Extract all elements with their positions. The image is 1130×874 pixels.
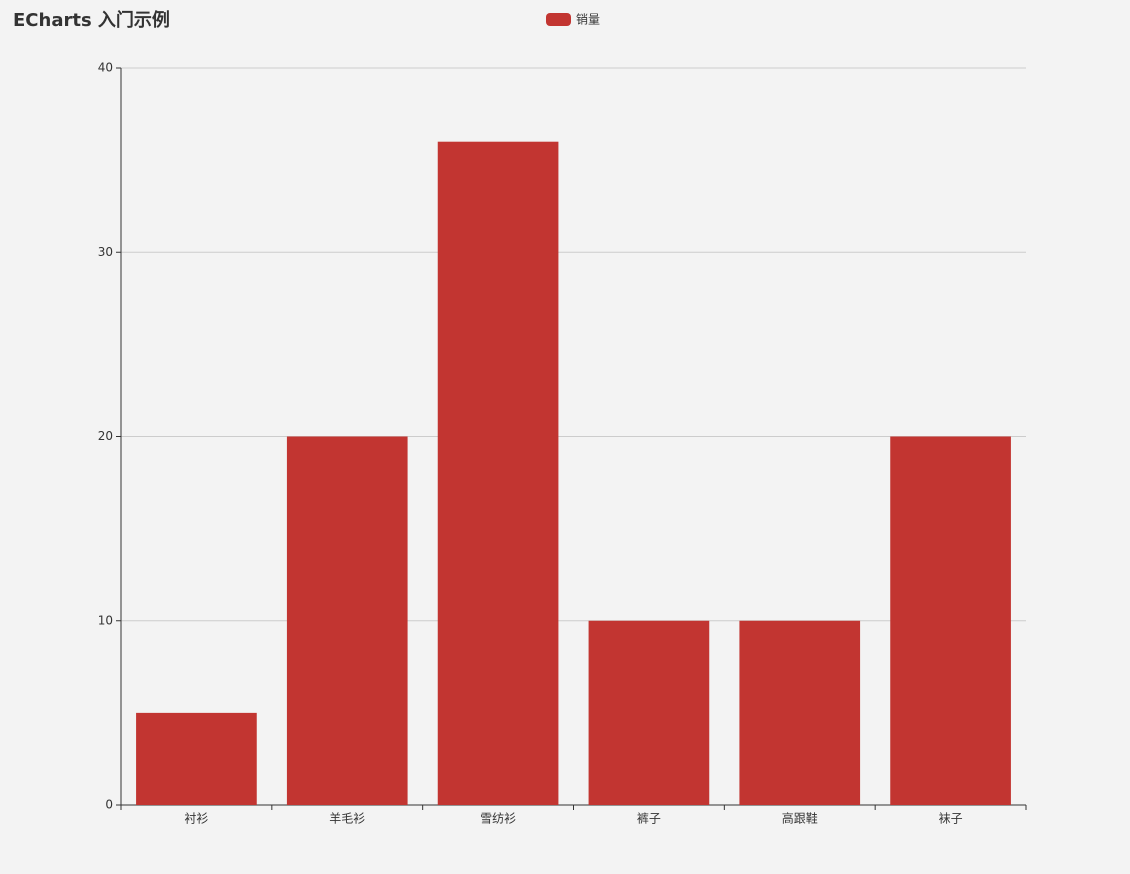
chart-title: ECharts 入门示例 [13, 9, 170, 31]
bar[interactable] [136, 712, 257, 805]
bar[interactable] [739, 620, 861, 805]
bar[interactable] [437, 141, 559, 805]
x-tick-label: 羊毛衫 [329, 811, 365, 826]
bar[interactable] [286, 436, 408, 806]
x-tick-label: 袜子 [939, 812, 963, 826]
y-tick-label: 30 [98, 245, 113, 259]
y-tick-label: 20 [98, 429, 113, 443]
y-tick-label: 40 [98, 61, 113, 75]
legend-label[interactable]: 销量 [576, 13, 600, 27]
y-tick-label: 0 [105, 798, 113, 812]
legend-swatch[interactable] [546, 13, 571, 26]
bar[interactable] [890, 436, 1011, 806]
x-tick-label: 衬衫 [184, 812, 208, 826]
x-tick-label: 裤子 [637, 812, 661, 826]
x-tick-label: 雪纺衫 [480, 812, 516, 826]
x-tick-label: 高跟鞋 [782, 811, 818, 826]
y-tick-label: 10 [98, 613, 113, 627]
bar[interactable] [588, 620, 710, 805]
